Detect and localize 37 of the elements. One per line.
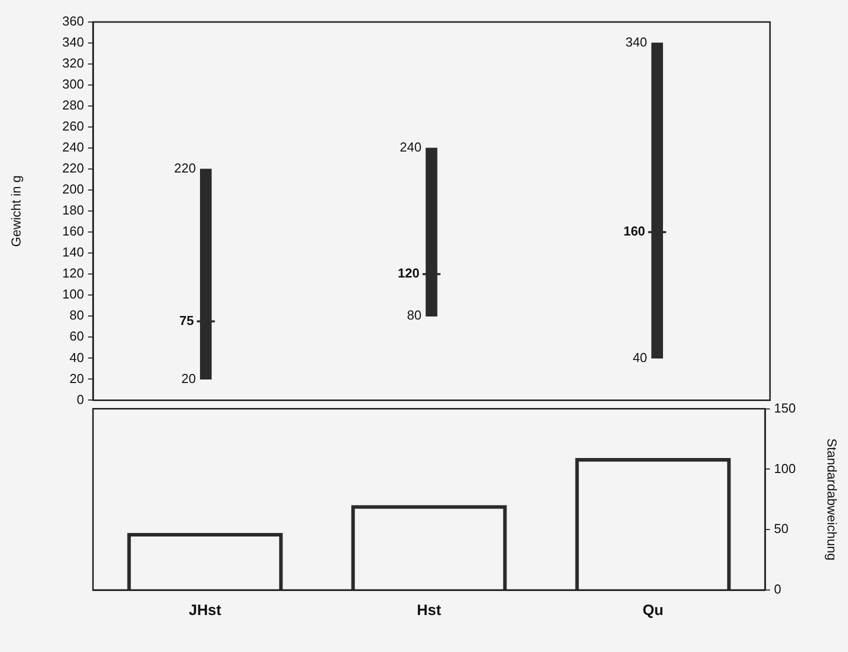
data-label: 160 [623, 224, 646, 239]
y-tick-label: 200 [62, 182, 84, 197]
y-tick-label: 0 [76, 392, 84, 407]
y-tick-label: 20 [70, 370, 84, 386]
y2-tick-label: 0 [774, 582, 782, 597]
y-axis-title: Gewicht in g [8, 175, 24, 247]
y-tick-label: 340 [62, 34, 84, 50]
annotation: 40 [632, 350, 648, 365]
y-tick-label: 80 [70, 308, 84, 323]
x-tick-label: Qu [642, 602, 664, 620]
y-tick-label: 220 [62, 160, 84, 176]
y-tick-label: 280 [62, 98, 84, 113]
y2-tick-label: 100 [774, 460, 796, 476]
x-tick-label: JHst [188, 602, 222, 620]
y-tick-label: 100 [62, 286, 84, 302]
y-tick-label: 40 [70, 350, 84, 365]
y-tick-label: 160 [62, 224, 84, 239]
y2-tick-label: 150 [774, 400, 796, 416]
y-tick-label: 260 [62, 118, 84, 134]
y-tick-label: 140 [62, 244, 84, 260]
x-tick-label: Hst [416, 602, 442, 620]
annotation: 220 [174, 160, 196, 176]
y-tick-label: 320 [62, 56, 84, 71]
annotation: 80 [407, 308, 422, 323]
y-tick-label: 360 [62, 14, 84, 29]
y2-tick-label: 50 [774, 521, 788, 536]
y2-axis-title: Standardabweichung [824, 438, 840, 560]
data-label: 120 [398, 266, 420, 281]
y-tick-label: 180 [62, 202, 84, 218]
y-tick-label: 300 [62, 76, 84, 92]
data-label: 75 [179, 312, 194, 328]
y-tick-label: 120 [62, 266, 84, 281]
annotation: 340 [625, 34, 648, 50]
annotation: 20 [181, 370, 196, 386]
y-tick-label: 240 [62, 140, 84, 155]
y-tick-label: 60 [70, 328, 84, 344]
annotation: 240 [400, 140, 422, 155]
